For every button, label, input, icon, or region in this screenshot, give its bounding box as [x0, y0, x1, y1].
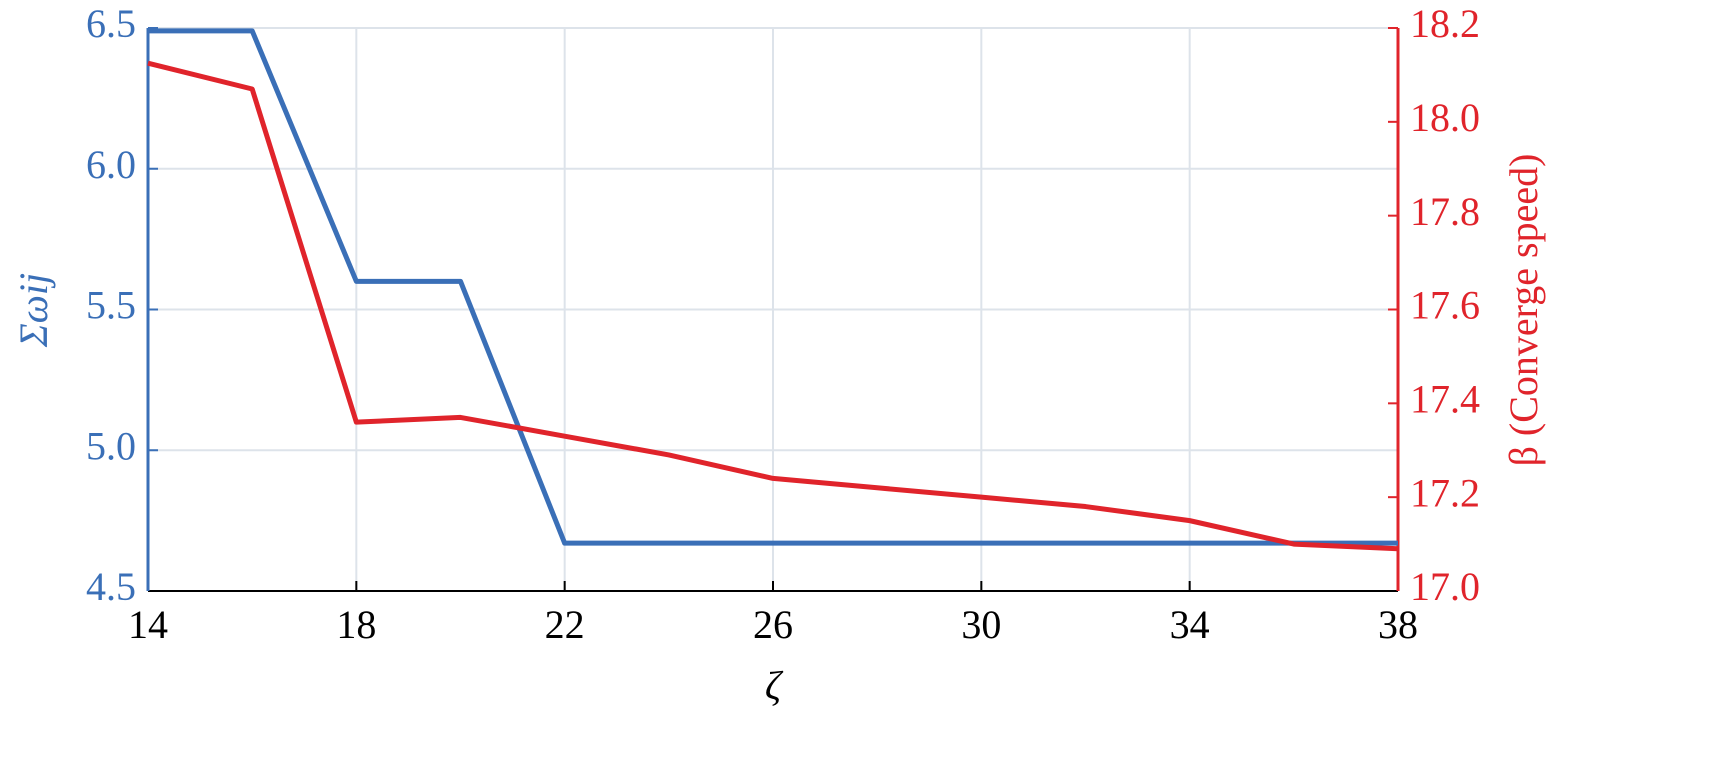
x-tick-label: 18	[336, 602, 376, 647]
y2-tick-label: 18.2	[1410, 1, 1480, 46]
y-tick-label: 6.5	[86, 1, 136, 46]
x-tick-label: 34	[1170, 602, 1210, 647]
y2-tick-label: 17.4	[1410, 377, 1480, 422]
y2-tick-label: 17.8	[1410, 189, 1480, 234]
y2-tick-label: 17.6	[1410, 283, 1480, 328]
x-tick-label: 30	[961, 602, 1001, 647]
x-tick-label: 22	[545, 602, 585, 647]
x-tick-label: 26	[753, 602, 793, 647]
y-tick-label: 5.5	[86, 283, 136, 328]
x-tick-label: 14	[128, 602, 168, 647]
y-tick-label: 5.0	[86, 423, 136, 468]
y2-tick-label: 17.2	[1410, 470, 1480, 515]
series-line	[148, 28, 1398, 546]
x-axis-label: ζ	[765, 663, 784, 708]
x-tick-label: 38	[1378, 602, 1418, 647]
y-axis-label: Σωij	[11, 273, 56, 348]
y2-axis-label: β (Converge speed)	[1501, 154, 1546, 467]
y2-tick-label: 17.0	[1410, 564, 1480, 609]
y-tick-label: 4.5	[86, 564, 136, 609]
series-line	[147, 60, 1399, 552]
y-tick-label: 6.0	[86, 142, 136, 187]
y2-tick-label: 18.0	[1410, 95, 1480, 140]
